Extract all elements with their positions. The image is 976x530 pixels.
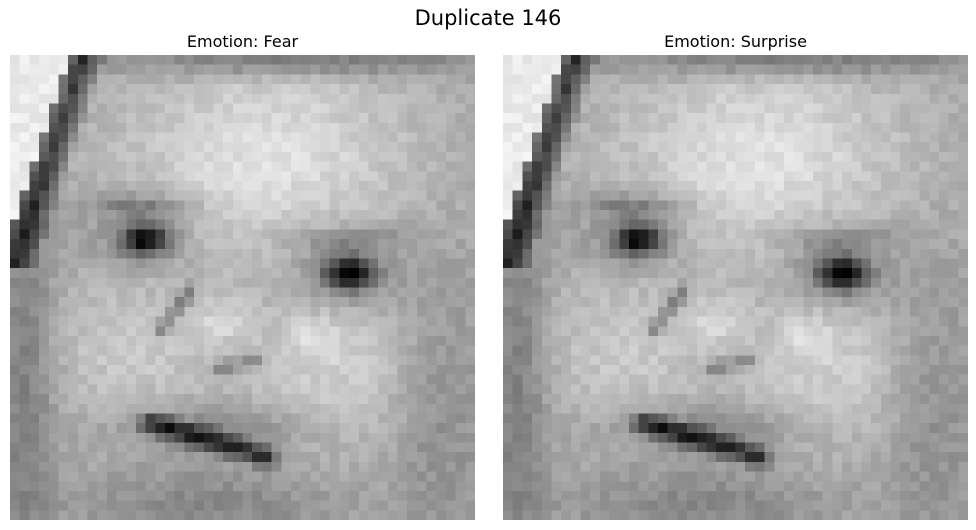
figure-title: Duplicate 146 bbox=[414, 6, 562, 30]
face-image-fear bbox=[10, 55, 475, 520]
panel-title-surprise: Emotion: Surprise bbox=[664, 32, 807, 51]
panel-surprise: Emotion: Surprise bbox=[503, 33, 968, 520]
face-image-surprise bbox=[503, 55, 968, 520]
panel-title-fear: Emotion: Fear bbox=[186, 32, 299, 51]
panel-fear: Emotion: Fear bbox=[10, 33, 475, 520]
